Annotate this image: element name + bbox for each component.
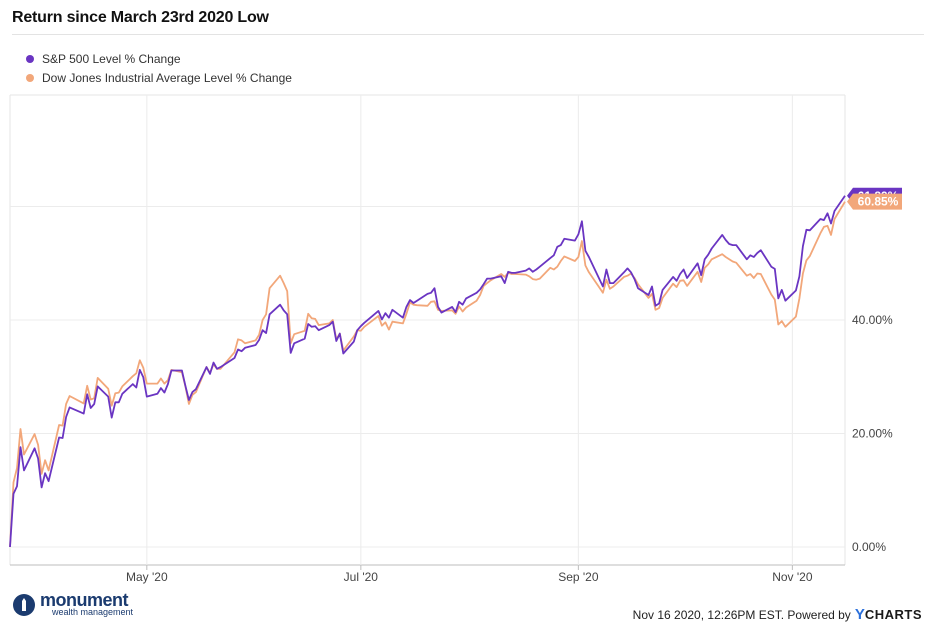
y-tick-label: 0.00% (852, 540, 886, 554)
chart-title: Return since March 23rd 2020 Low (12, 9, 269, 26)
x-tick-label: Jul '20 (344, 570, 379, 584)
legend-item-dow[interactable]: Dow Jones Industrial Average Level % Cha… (26, 71, 292, 85)
series-line-0 (9, 195, 846, 548)
logo-wordmark: monument (40, 590, 129, 610)
monument-logo-icon (13, 593, 35, 616)
end-value-label: 60.85% (858, 195, 899, 209)
ycharts-logo-text[interactable]: CHARTS (864, 607, 922, 622)
y-tick-label: 20.00% (852, 427, 893, 441)
monument-logo: monument wealth management (12, 590, 134, 617)
y-tick-label: 40.00% (852, 313, 893, 327)
legend-item-sp500[interactable]: S&P 500 Level % Change (26, 52, 181, 66)
footer-timestamp: Nov 16 2020, 12:26PM EST. Powered by (632, 607, 851, 622)
series-line-1 (9, 201, 846, 548)
x-tick-label: May '20 (126, 570, 168, 584)
footer-attribution: Nov 16 2020, 12:26PM EST. Powered by Y C… (633, 606, 922, 623)
title-divider (12, 34, 924, 35)
legend-label: Dow Jones Industrial Average Level % Cha… (42, 71, 292, 85)
legend-swatch-icon (26, 74, 34, 82)
legend-swatch-icon (26, 55, 34, 63)
legend-label: S&P 500 Level % Change (42, 52, 181, 66)
ycharts-logo-y[interactable]: Y (854, 606, 865, 623)
x-tick-label: Sep '20 (558, 570, 599, 584)
end-value-badge (847, 193, 902, 210)
x-tick-label: Nov '20 (772, 570, 813, 584)
logo-tagline: wealth management (52, 607, 134, 617)
